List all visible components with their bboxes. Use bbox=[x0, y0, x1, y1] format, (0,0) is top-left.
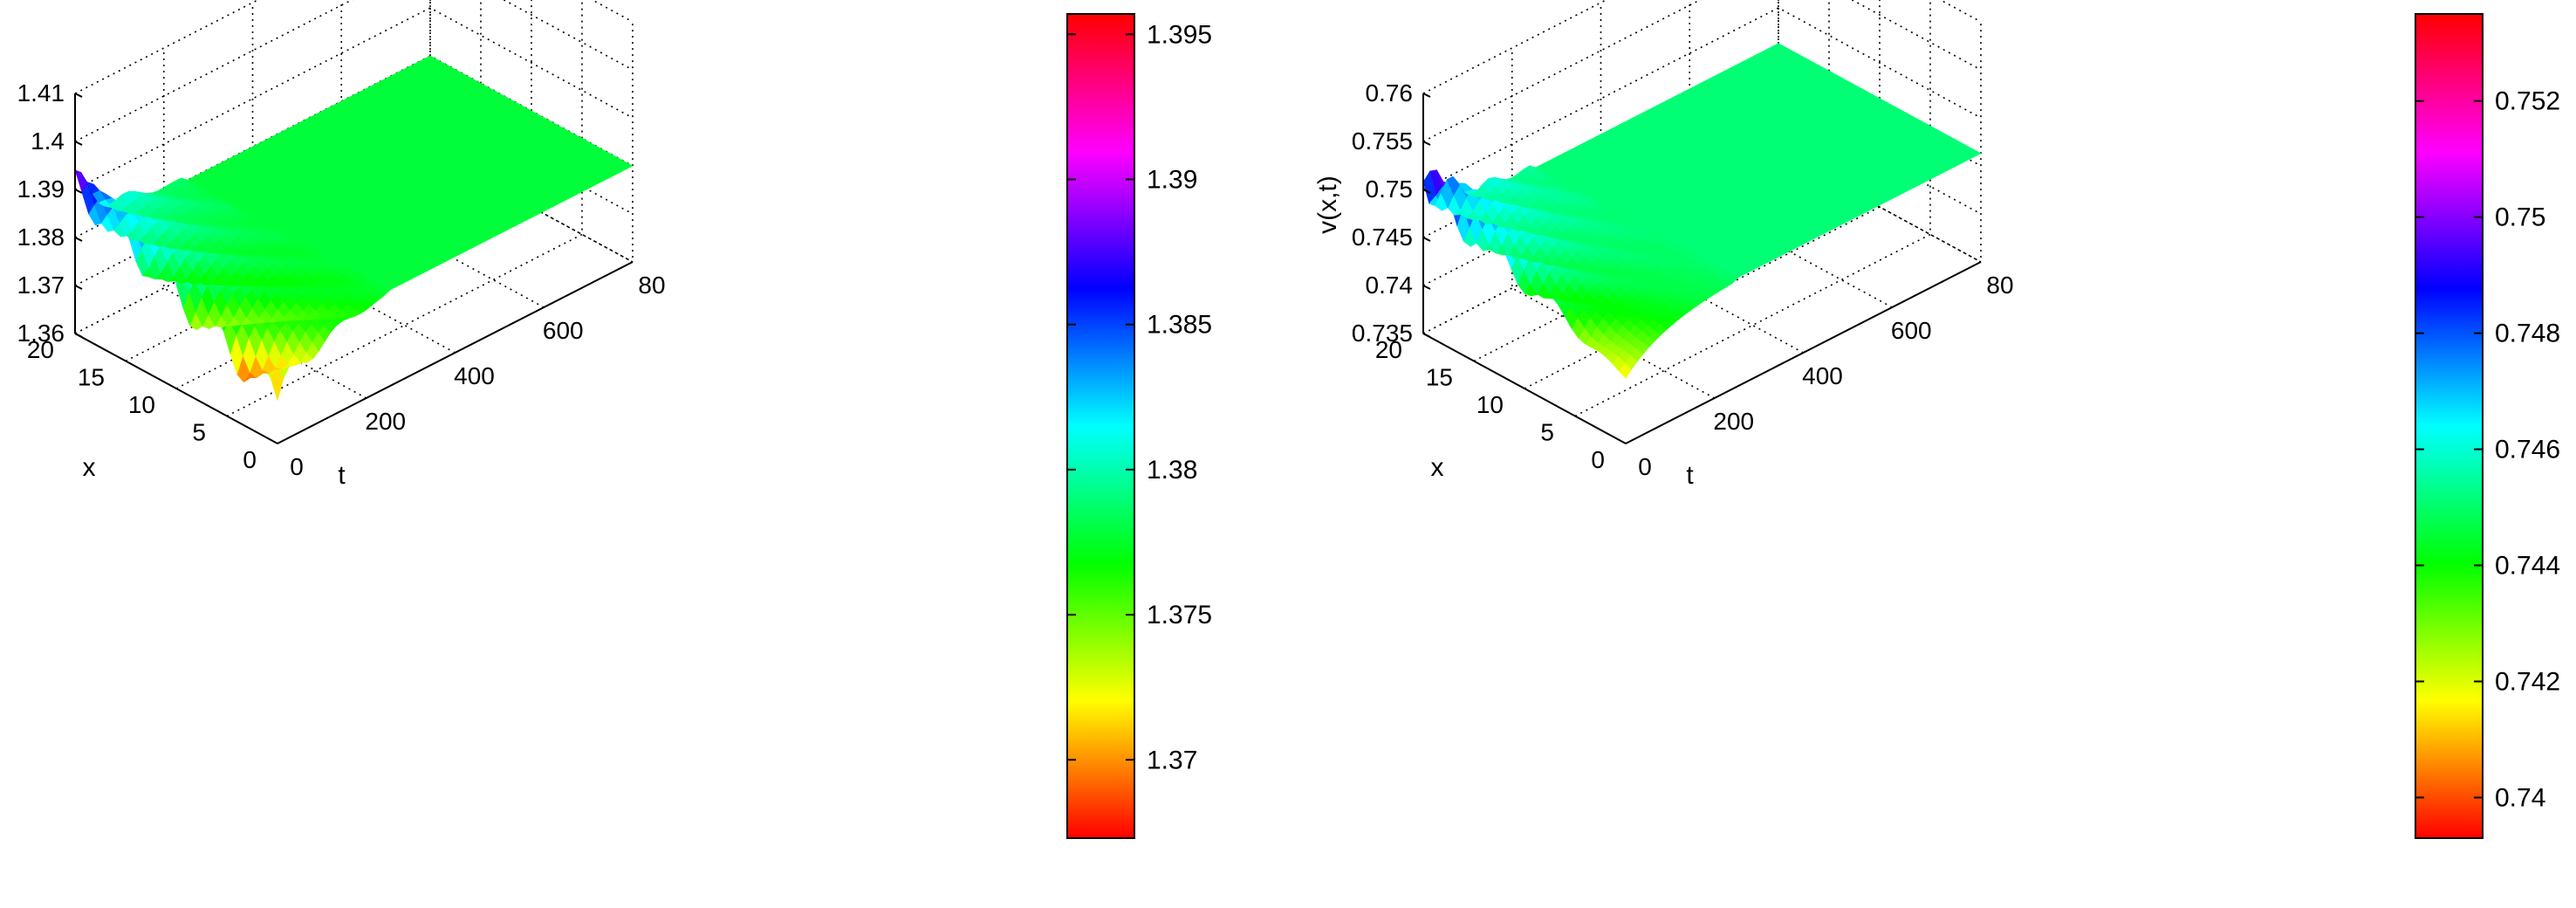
z-tick-label: 0.735 bbox=[1352, 320, 1413, 347]
axes-lines bbox=[74, 93, 634, 444]
z-tick-mark bbox=[1422, 333, 1431, 338]
x-axis-label: x bbox=[1431, 453, 1444, 482]
z-tick-mark bbox=[74, 189, 83, 194]
z-tick-mark bbox=[1422, 237, 1431, 242]
x-axis-label: x bbox=[83, 453, 96, 482]
t-axis-label: t bbox=[1686, 461, 1694, 490]
t-tick-label: 80 bbox=[1986, 272, 2013, 299]
x-tick-label: 5 bbox=[1540, 419, 1554, 446]
x-tick-label: 0 bbox=[243, 446, 257, 473]
t-tick-label: 600 bbox=[1891, 317, 1932, 344]
z-tick-mark bbox=[1422, 189, 1431, 194]
z-tick-mark bbox=[74, 285, 83, 290]
surface bbox=[74, 55, 634, 402]
x-tick-label: 15 bbox=[1426, 364, 1453, 391]
z-tick-label: 1.39 bbox=[17, 175, 65, 203]
surface-patch bbox=[423, 55, 438, 64]
x-tick-label: 20 bbox=[1375, 336, 1402, 363]
z-tick-label: 1.4 bbox=[31, 127, 65, 155]
z-tick-mark bbox=[1422, 93, 1431, 98]
z-tick-label: 1.36 bbox=[17, 320, 65, 347]
z-tick-mark bbox=[74, 237, 83, 242]
z-tick-label: 1.41 bbox=[17, 79, 65, 107]
colorbar-tick-label: 0.752 bbox=[2495, 87, 2560, 116]
z-tick-label: 0.76 bbox=[1366, 79, 1414, 107]
t-tick-label: 400 bbox=[454, 362, 495, 389]
z-tick-mark bbox=[1422, 285, 1431, 290]
colorbar-tick-label: 0.742 bbox=[2495, 668, 2560, 697]
z-tick-mark bbox=[1422, 141, 1431, 146]
colorbar-tick-label: 0.74 bbox=[2495, 783, 2545, 812]
t-tick-label: 0 bbox=[1638, 453, 1652, 480]
z-tick-mark bbox=[74, 93, 83, 98]
t-axis-line bbox=[277, 261, 634, 444]
surface-patch bbox=[1771, 43, 1786, 51]
t-tick-label: 200 bbox=[1713, 408, 1754, 435]
colorbar-tick-label: 0.744 bbox=[2495, 552, 2560, 581]
colorbar-tick-label: 0.75 bbox=[2495, 203, 2545, 232]
colorbar-tick-label: 1.38 bbox=[1147, 456, 1197, 485]
colorbar-tick-label: 1.385 bbox=[1147, 311, 1212, 340]
x-tick-label: 5 bbox=[192, 419, 206, 446]
colorbar-tick-label: 0.746 bbox=[2495, 436, 2560, 464]
x-axis-line bbox=[1422, 333, 1627, 444]
t-tick-label: 0 bbox=[290, 453, 304, 480]
x-tick-label: 20 bbox=[27, 336, 54, 363]
x-tick-label: 10 bbox=[128, 391, 155, 418]
colorbar-tick-label: 0.748 bbox=[2495, 320, 2560, 348]
t-tick-label: 600 bbox=[543, 317, 584, 344]
left-plot-u: 1.36 1.37 1.38 1.39 1.4 1.41 20 15 10 5 0 0 200 400 60… bbox=[17, 0, 1212, 839]
z-tick-label: 0.74 bbox=[1366, 272, 1414, 299]
colorbar-tick-label: 1.39 bbox=[1147, 165, 1197, 194]
x-axis-line bbox=[74, 333, 278, 444]
colorbar bbox=[2415, 13, 2484, 839]
right-plot-v: 0.735 0.74 0.745 0.75 0.755 0.76 20 15 10 5 0 0 200 4… bbox=[1313, 0, 2560, 839]
surface bbox=[1422, 43, 1982, 379]
z-tick-label: 1.38 bbox=[17, 224, 65, 251]
colorbar-tick-label: 1.37 bbox=[1147, 746, 1197, 774]
t-tick-label: 400 bbox=[1802, 362, 1843, 389]
colorbar-tick-label: 1.375 bbox=[1147, 601, 1212, 629]
z-tick-label: 0.75 bbox=[1366, 175, 1414, 203]
colorbar bbox=[1066, 13, 1135, 839]
t-tick-label: 200 bbox=[365, 408, 406, 435]
z-axis-label: v(x,t) bbox=[1313, 175, 1342, 234]
x-tick-label: 0 bbox=[1591, 446, 1605, 473]
t-axis-line bbox=[1625, 261, 1982, 444]
z-tick-label: 0.755 bbox=[1352, 127, 1413, 155]
z-tick-mark bbox=[74, 333, 83, 338]
z-tick-label: 0.745 bbox=[1352, 224, 1413, 251]
t-axis-label: t bbox=[338, 461, 346, 490]
colorbar-tick-label: 1.395 bbox=[1147, 20, 1212, 49]
x-tick-label: 15 bbox=[78, 364, 105, 391]
x-tick-label: 10 bbox=[1476, 391, 1504, 418]
z-tick-mark bbox=[74, 141, 83, 146]
z-tick-label: 1.37 bbox=[17, 272, 65, 299]
t-tick-label: 80 bbox=[638, 272, 665, 299]
axes-lines bbox=[1422, 93, 1982, 444]
